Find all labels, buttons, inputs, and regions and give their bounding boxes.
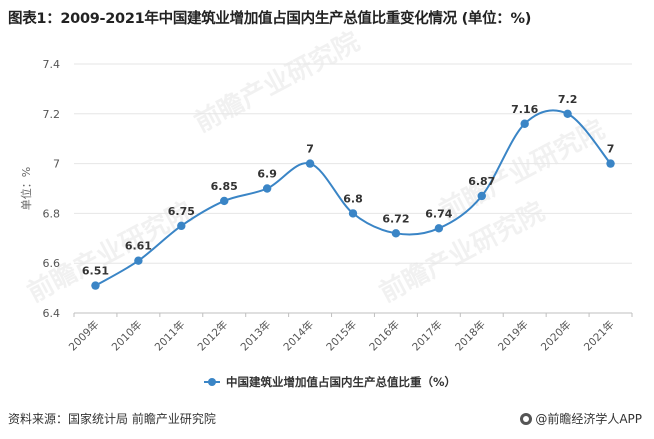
x-tick-label: 2009年 [66, 318, 102, 354]
data-point [262, 184, 272, 193]
brand-logo-icon [520, 412, 533, 425]
legend-label: 中国建筑业增加值占国内生产总值比重（%） [226, 375, 456, 389]
brand-text: @前瞻经济学人APP [535, 412, 642, 426]
x-tick-label: 2021年 [581, 318, 617, 354]
data-label: 7.2 [558, 93, 578, 106]
x-tick-label: 2011年 [152, 318, 188, 354]
data-point [606, 159, 615, 168]
y-tick-label: 7.4 [43, 58, 61, 71]
x-tick-label: 2019年 [495, 318, 531, 354]
x-tick-label: 2016年 [367, 318, 403, 354]
x-tick-label: 2012年 [195, 318, 231, 354]
data-label: 6.87 [468, 175, 495, 188]
x-tick-label: 2017年 [409, 318, 445, 354]
data-point [391, 229, 401, 238]
data-label: 6.61 [125, 240, 152, 253]
data-point [177, 221, 186, 231]
data-point [520, 119, 529, 128]
data-label: 6.85 [211, 180, 238, 193]
data-label: 6.75 [168, 205, 195, 218]
legend-layer: 中国建筑业增加值占国内生产总值比重（%） [204, 375, 456, 389]
data-label: 7 [607, 143, 615, 156]
y-tick-label: 6.4 [43, 307, 61, 320]
legend-swatch-marker [208, 378, 216, 386]
chart-title: 图表1：2009-2021年中国建筑业增加值占国内生产总值比重变化情况 (单位：… [8, 11, 532, 27]
label-layer: 6.51 6.61 6.75 6.85 6.9 7 6.8 6.72 6.74 6.87 7.16 7… [82, 93, 614, 278]
x-tick-label: 2014年 [281, 318, 317, 354]
data-point [305, 159, 315, 168]
data-point [91, 281, 100, 290]
y-tick-label: 7 [53, 158, 60, 171]
y-tick-label: 7.2 [43, 108, 61, 121]
data-label: 6.51 [82, 265, 109, 278]
y-tick-label: 6.6 [43, 257, 61, 270]
data-point [220, 196, 229, 206]
x-tick-label: 2015年 [324, 318, 360, 354]
data-label: 6.9 [257, 168, 277, 181]
data-label: 7 [306, 143, 314, 156]
y-axis-label: 单位：% [19, 167, 33, 210]
point-layer [91, 109, 615, 290]
data-point [134, 256, 143, 265]
data-point [477, 191, 486, 201]
x-tick-label: 2018年 [452, 318, 488, 354]
grid-layer [74, 63, 632, 264]
data-label: 6.74 [425, 207, 452, 220]
y-tick-label: 6.8 [43, 207, 61, 220]
data-label: 6.8 [343, 192, 363, 205]
data-label: 7.16 [511, 103, 538, 116]
data-point [348, 209, 358, 218]
x-tick-label: 2020年 [538, 318, 574, 354]
source-note: 资料来源：国家统计局 前瞻产业研究院 [8, 412, 216, 426]
data-point [563, 109, 572, 119]
data-point [434, 224, 444, 233]
x-tick-label: 2010年 [109, 318, 145, 354]
data-label: 6.72 [382, 212, 409, 225]
brand-credit: @前瞻经济学人APP [520, 410, 642, 427]
x-tick-label: 2013年 [238, 318, 274, 354]
